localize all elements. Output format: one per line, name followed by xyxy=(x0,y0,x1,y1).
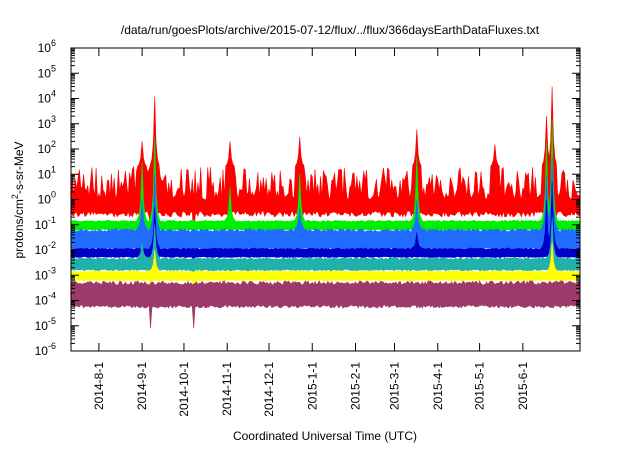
y-tick-label-base: 10 xyxy=(35,319,49,333)
y-axis-label: protons/cm2-s-sr-MeV xyxy=(10,141,26,258)
y-axis-label-superscript: 2 xyxy=(10,194,20,199)
y-tick-label: 103 xyxy=(38,114,56,131)
y-tick-label-base: 10 xyxy=(38,167,52,181)
y-tick-label-base: 10 xyxy=(38,193,52,207)
y-tick-label-exponent: -5 xyxy=(48,316,56,326)
x-tick-label: 2015-5-1 xyxy=(473,362,487,410)
y-tick-label-base: 10 xyxy=(38,142,52,156)
y-tick-label: 104 xyxy=(38,89,56,106)
x-axis: 2014-8-1 2014-9-1 2014-10-1 2014-11-1 2014-1… xyxy=(92,48,530,417)
y-tick-label: 100 xyxy=(38,190,56,207)
y-tick-label-base: 10 xyxy=(35,243,49,257)
y-tick-label-exponent: -1 xyxy=(48,215,56,225)
y-tick-label-exponent: -2 xyxy=(48,240,56,250)
x-tick-label: 2015-2-1 xyxy=(349,362,363,410)
y-tick-label-exponent: -6 xyxy=(48,341,56,351)
x-tick-label: 2015-1-1 xyxy=(305,362,319,410)
y-tick-label-base: 10 xyxy=(38,66,52,80)
y-tick-label-base: 10 xyxy=(35,344,49,358)
x-tick-label: 2015-4-1 xyxy=(431,362,445,410)
y-tick-label-exponent: 5 xyxy=(51,63,56,73)
y-tick-label-exponent: 6 xyxy=(51,38,56,48)
chart-title: /data/run/goesPlots/archive/2015-07-12/f… xyxy=(121,23,540,37)
y-tick-label: 102 xyxy=(38,139,56,156)
x-tick-label: 2014-10-1 xyxy=(177,362,191,417)
x-tick-label: 2015-3-1 xyxy=(388,362,402,410)
y-tick-label-base: 10 xyxy=(35,268,49,282)
y-tick-label-base: 10 xyxy=(38,92,52,106)
y-tick-label: 106 xyxy=(38,38,56,55)
y-tick-label: 10-1 xyxy=(35,215,56,232)
x-tick-label: 2014-9-1 xyxy=(135,362,149,410)
x-tick-label: 2014-8-1 xyxy=(92,362,106,410)
y-tick-label-base: 10 xyxy=(35,218,49,232)
y-tick-label-base: 10 xyxy=(38,117,52,131)
y-axis-label-suffix: -s-sr-MeV xyxy=(12,141,26,194)
y-axis: 10-610-510-410-310-210-11001011021031041… xyxy=(35,38,580,358)
series-layer xyxy=(70,86,581,329)
y-tick-label-base: 10 xyxy=(38,41,52,55)
y-tick-label: 10-2 xyxy=(35,240,56,257)
x-axis-label: Coordinated Universal Time (UTC) xyxy=(233,429,417,443)
y-tick-label-exponent: 4 xyxy=(51,89,56,99)
x-tick-label: 2015-6-1 xyxy=(516,362,530,410)
y-tick-label: 10-6 xyxy=(35,341,56,358)
y-tick-label: 10-3 xyxy=(35,265,56,282)
series-band xyxy=(70,280,581,329)
y-tick-label-exponent: 1 xyxy=(51,164,56,174)
y-tick-label: 101 xyxy=(38,164,56,181)
y-tick-label: 105 xyxy=(38,63,56,80)
y-tick-label-exponent: -3 xyxy=(48,265,56,275)
x-tick-label: 2014-12-1 xyxy=(262,362,276,417)
x-tick-label: 2014-11-1 xyxy=(220,362,234,416)
y-tick-label-exponent: 0 xyxy=(51,190,56,200)
y-tick-label-exponent: 2 xyxy=(51,139,56,149)
series-band xyxy=(70,86,581,238)
y-tick-label: 10-4 xyxy=(35,291,56,308)
y-tick-label-exponent: 3 xyxy=(51,114,56,124)
y-axis-label-prefix: protons/cm xyxy=(12,199,26,258)
y-tick-label: 10-5 xyxy=(35,316,56,333)
y-tick-label-base: 10 xyxy=(35,294,49,308)
y-tick-label-exponent: -4 xyxy=(48,291,56,301)
